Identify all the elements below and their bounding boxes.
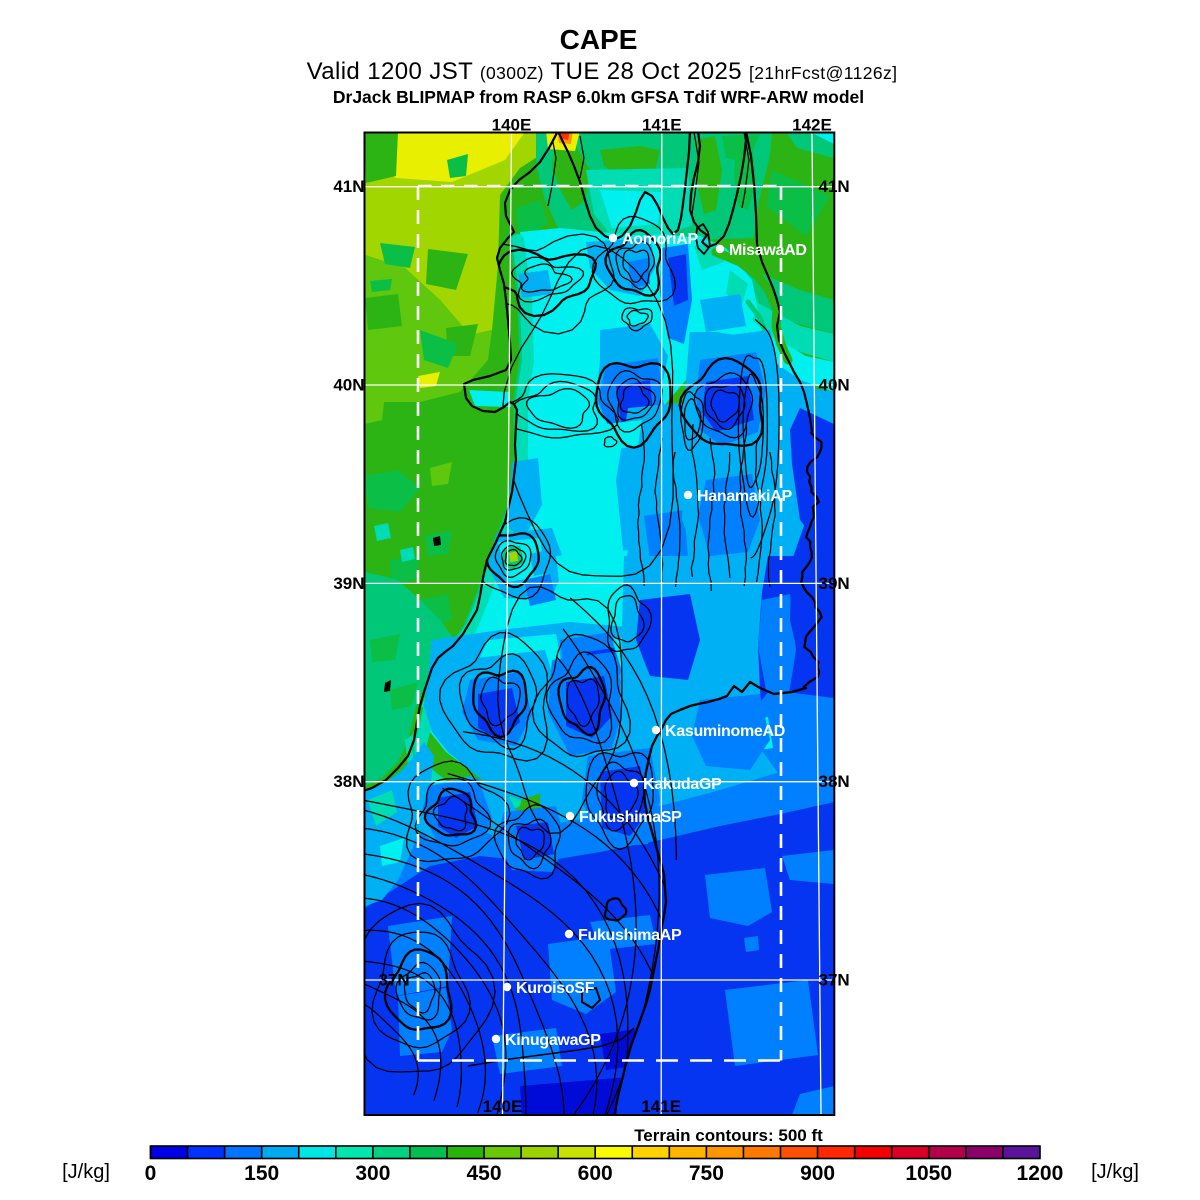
svg-text:AomoriAP: AomoriAP [622,231,698,248]
svg-text:141E: 141E [642,116,682,135]
svg-text:39N: 39N [333,574,364,593]
svg-text:41N: 41N [333,177,364,196]
svg-text:39N: 39N [819,574,850,593]
svg-text:40N: 40N [333,376,364,395]
svg-text:450: 450 [466,1162,501,1185]
svg-text:[J/kg]: [J/kg] [1091,1161,1139,1183]
svg-text:140E: 140E [483,1097,523,1116]
svg-text:Valid 1200 JST (0300Z) TUE 28: Valid 1200 JST (0300Z) TUE 28 Oct 2025 [… [307,58,898,85]
svg-text:KinugawaGP: KinugawaGP [505,1032,601,1049]
svg-text:150: 150 [244,1162,279,1185]
svg-text:FukushimaAP: FukushimaAP [578,927,682,944]
svg-text:1050: 1050 [905,1162,952,1185]
svg-text:750: 750 [689,1162,724,1185]
svg-text:KakudaGP: KakudaGP [643,776,722,793]
svg-text:41N: 41N [819,177,850,196]
svg-text:38N: 38N [333,772,364,791]
svg-text:HanamakiAP: HanamakiAP [697,488,792,505]
svg-text:KuroisoSF: KuroisoSF [516,980,595,997]
svg-text:MisawaAD: MisawaAD [729,242,807,259]
svg-text:300: 300 [355,1162,390,1185]
svg-text:142E: 142E [792,116,832,135]
svg-text:CAPE: CAPE [560,24,638,55]
svg-text:38N: 38N [819,772,850,791]
svg-text:KasuminomeAD: KasuminomeAD [665,723,785,740]
svg-text:[J/kg]: [J/kg] [62,1161,110,1183]
svg-text:37N: 37N [819,971,850,990]
svg-text:600: 600 [578,1162,613,1185]
svg-text:DrJack BLIPMAP from RASP 6.0km: DrJack BLIPMAP from RASP 6.0km GFSA Tdif… [333,87,864,107]
svg-text:Terrain contours: 500 ft: Terrain contours: 500 ft [634,1126,823,1145]
svg-text:140E: 140E [492,116,532,135]
svg-text:1200: 1200 [1017,1162,1064,1185]
svg-text:FukushimaSP: FukushimaSP [579,809,682,826]
svg-text:40N: 40N [819,376,850,395]
svg-text:141E: 141E [641,1097,681,1116]
svg-text:37N: 37N [379,971,410,990]
svg-text:900: 900 [800,1162,835,1185]
svg-text:0: 0 [145,1162,157,1185]
